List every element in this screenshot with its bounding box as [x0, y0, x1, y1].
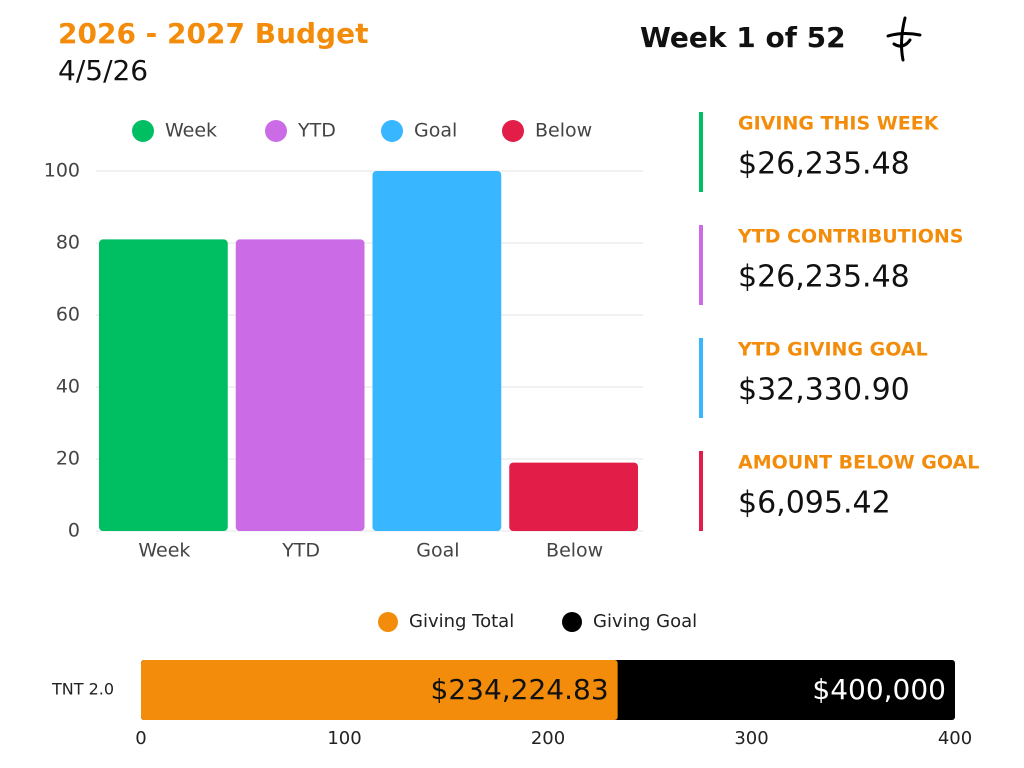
stat-value: $32,330.90 [738, 373, 910, 408]
x-tick-label: Below [546, 540, 603, 562]
bar [235, 239, 365, 531]
bar [372, 171, 502, 531]
stat-label: YTD CONTRIBUTIONS [737, 226, 963, 248]
legend-label: Below [535, 120, 592, 142]
x-tick-label: 400 [938, 728, 972, 749]
stat-accent [699, 338, 703, 418]
legend-swatch [502, 120, 524, 142]
legend-label: Giving Goal [593, 611, 697, 632]
y-tick-label: 100 [44, 160, 80, 182]
legend-swatch [562, 612, 582, 632]
stat-value: $26,235.48 [738, 260, 910, 295]
bar [99, 239, 228, 531]
x-tick-label: Week [138, 540, 190, 562]
y-tick-label: 60 [56, 304, 80, 326]
y-tick-label: 20 [56, 448, 80, 470]
x-tick-label: 200 [531, 728, 565, 749]
stat-accent [699, 451, 703, 531]
x-tick-label: YTD [281, 540, 320, 562]
y-tick-label: TNT 2.0 [51, 680, 114, 699]
bar [509, 462, 638, 531]
y-tick-label: 0 [68, 520, 80, 542]
legend-swatch [381, 120, 403, 142]
legend-swatch [378, 612, 398, 632]
value-label: $234,224.83 [431, 673, 609, 706]
stat-label: GIVING THIS WEEK [738, 113, 940, 135]
y-tick-label: 80 [56, 232, 80, 254]
stat-label: AMOUNT BELOW GOAL [738, 452, 979, 474]
legend-label: YTD [297, 120, 336, 142]
x-tick-label: Goal [416, 540, 459, 562]
legend-swatch [132, 120, 154, 142]
legend-label: Week [165, 120, 217, 142]
stat-accent [699, 225, 703, 305]
y-tick-label: 40 [56, 376, 80, 398]
x-tick-label: 300 [734, 728, 768, 749]
legend-label: Giving Total [409, 611, 514, 632]
stat-value: $6,095.42 [738, 486, 891, 521]
legend-swatch [265, 120, 287, 142]
bar [141, 660, 618, 720]
legend-label: Goal [414, 120, 457, 142]
x-tick-label: 0 [135, 728, 146, 749]
logo [886, 16, 922, 62]
stat-value: $26,235.48 [738, 147, 910, 182]
week-counter: Week 1 of 52 [640, 21, 846, 54]
x-tick-label: 100 [327, 728, 361, 749]
date: 4/5/26 [58, 54, 148, 87]
stat-label: YTD GIVING GOAL [737, 339, 928, 361]
title: 2026 - 2027 Budget [58, 17, 368, 50]
stat-accent [699, 112, 703, 192]
value-label: $400,000 [812, 673, 946, 706]
